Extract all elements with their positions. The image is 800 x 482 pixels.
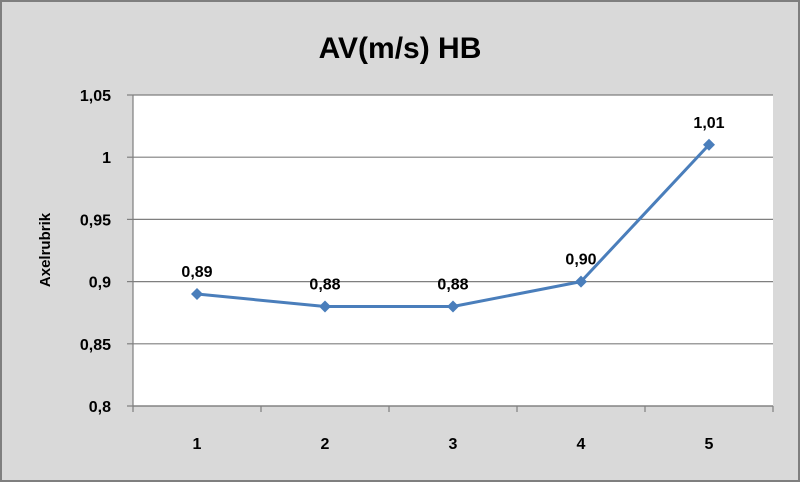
series: 0,89 0,88 0,88 0,90 1,01	[181, 115, 725, 313]
x-tick-label: 5	[705, 436, 714, 453]
y-tick-label: 1	[102, 150, 111, 167]
y-tick-label: 0,85	[80, 337, 111, 354]
y-axis-label: Axelrubrik	[37, 212, 54, 287]
chart-title: AV(m/s) HB	[319, 32, 482, 65]
x-tick-label: 4	[577, 436, 586, 453]
x-tick-label: 3	[449, 436, 458, 453]
axes: 0,8 0,85 0,9 0,95 1 1,05 1 2 3 4 5	[80, 88, 774, 453]
y-tick-label: 1,05	[80, 88, 111, 105]
data-point	[191, 288, 203, 301]
data-point	[447, 300, 459, 313]
data-label: 0,88	[309, 276, 340, 293]
data-label: 0,90	[565, 252, 596, 269]
y-tick-label: 0,8	[89, 399, 111, 416]
data-label: 0,88	[437, 276, 468, 293]
x-tick-label: 2	[321, 436, 330, 453]
x-tick-label: 1	[193, 436, 202, 453]
data-label: 0,89	[181, 264, 212, 281]
y-tick-label: 0,9	[89, 275, 111, 292]
data-label: 1,01	[693, 115, 724, 132]
data-point	[575, 275, 587, 288]
plot-area	[133, 95, 773, 406]
data-point	[703, 138, 715, 151]
y-tick-label: 0,95	[80, 212, 111, 229]
data-point	[319, 300, 331, 313]
